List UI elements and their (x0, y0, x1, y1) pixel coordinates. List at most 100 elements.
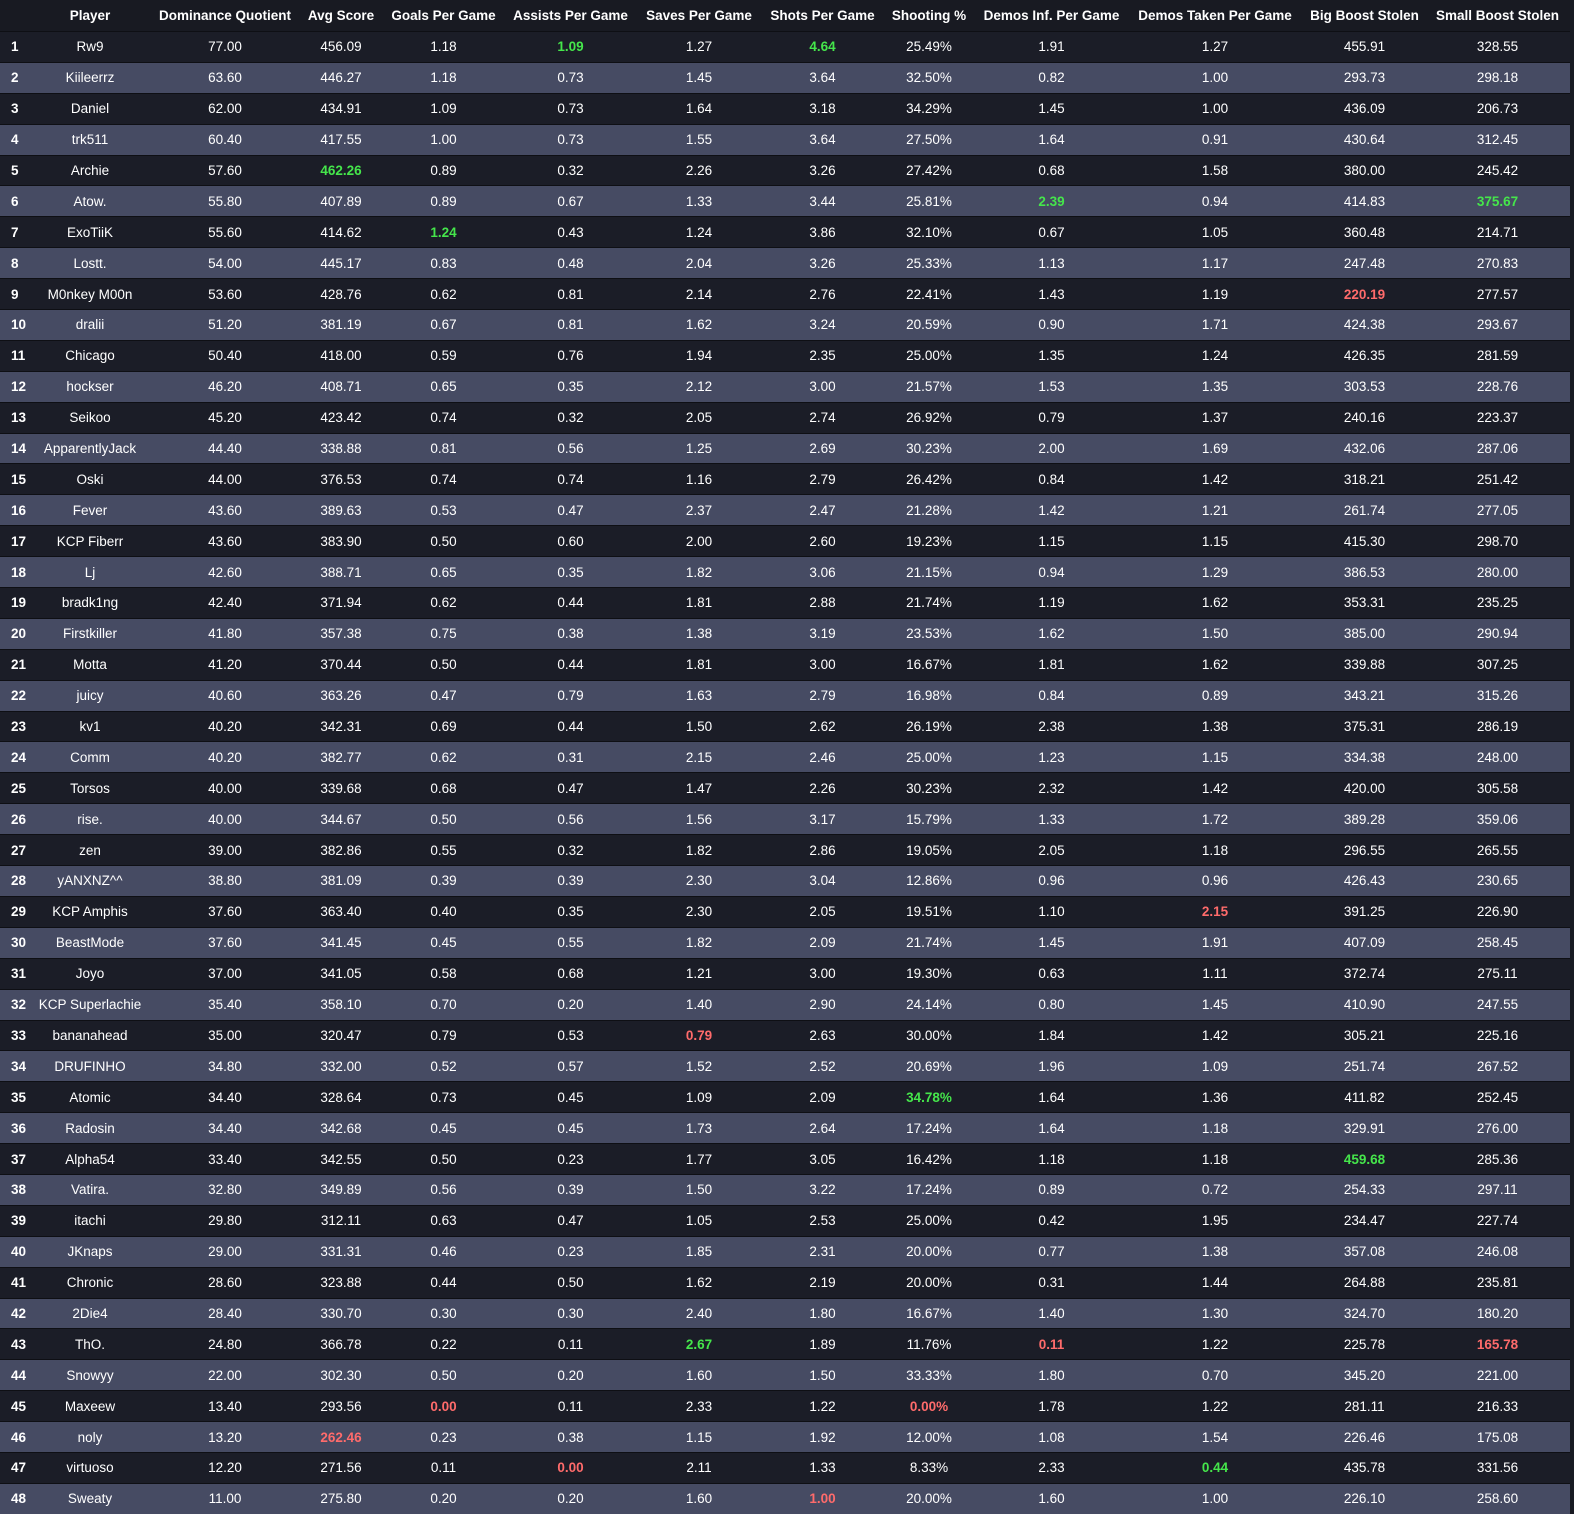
cell-small-boost-stolen: 247.55 (1425, 988, 1570, 1020)
cell-saves-per-game: 1.81 (634, 587, 764, 619)
cell-dominance-quotient: 33.40 (148, 1143, 302, 1175)
column-header-goals-per-game[interactable]: Goals Per Game (380, 0, 507, 32)
cell-saves-per-game: 2.15 (634, 741, 764, 773)
cell-demos-taken: 0.91 (1126, 123, 1304, 156)
cell-shots-per-game: 3.26 (764, 247, 881, 279)
cell-saves-per-game: 1.62 (634, 309, 764, 341)
cell-demos-inflicted: 0.67 (977, 216, 1126, 248)
cell-goals-per-game: 0.20 (380, 1482, 507, 1514)
cell-assists-per-game: 0.38 (507, 1421, 634, 1453)
cell-small-boost-stolen: 251.42 (1425, 463, 1570, 495)
cell-shots-per-game: 2.86 (764, 834, 881, 866)
cell-shots-per-game: 2.62 (764, 710, 881, 742)
cell-small-boost-stolen: 258.60 (1425, 1482, 1570, 1514)
table-row: 5 Archie 57.60 462.26 0.89 0.32 2.26 3.26 27.42%… (0, 154, 1570, 186)
cell-shooting-pct: 26.42% (881, 463, 977, 495)
cell-player: Kiileerrz (32, 61, 148, 94)
column-header-saves-per-game[interactable]: Saves Per Game (634, 0, 764, 32)
column-header-rank[interactable] (0, 0, 32, 32)
cell-dominance-quotient: 77.00 (148, 31, 302, 63)
cell-saves-per-game: 1.77 (634, 1143, 764, 1175)
cell-big-boost-stolen: 240.16 (1304, 401, 1425, 434)
cell-big-boost-stolen: 343.21 (1304, 679, 1425, 712)
cell-rank: 43 (0, 1328, 32, 1360)
table-row: 44 Snowyy 22.00 302.30 0.50 0.20 1.60 1.50 33.33… (0, 1359, 1570, 1391)
cell-player: BeastMode (32, 926, 148, 959)
column-header-shooting-pct[interactable]: Shooting % (881, 0, 977, 32)
cell-rank: 39 (0, 1204, 32, 1237)
cell-player: yANXNZ^^ (32, 865, 148, 897)
table-row: 9 M0nkey M00n 53.60 428.76 0.62 0.81 2.14 2.76 2… (0, 278, 1570, 310)
cell-dominance-quotient: 32.80 (148, 1173, 302, 1206)
cell-dominance-quotient: 42.40 (148, 587, 302, 619)
cell-assists-per-game: 0.20 (507, 1482, 634, 1514)
table-row: 31 Joyo 37.00 341.05 0.58 0.68 1.21 3.00 19.30% 0… (0, 957, 1570, 990)
cell-big-boost-stolen: 410.90 (1304, 988, 1425, 1020)
cell-dominance-quotient: 28.40 (148, 1297, 302, 1329)
cell-small-boost-stolen: 286.19 (1425, 710, 1570, 742)
cell-small-boost-stolen: 267.52 (1425, 1050, 1570, 1082)
cell-demos-inflicted: 1.78 (977, 1390, 1126, 1422)
cell-shooting-pct: 33.33% (881, 1359, 977, 1391)
cell-dominance-quotient: 40.00 (148, 772, 302, 804)
column-header-assists-per-game[interactable]: Assists Per Game (507, 0, 634, 32)
cell-big-boost-stolen: 426.35 (1304, 339, 1425, 372)
cell-small-boost-stolen: 331.56 (1425, 1451, 1570, 1484)
cell-demos-inflicted: 0.11 (977, 1328, 1126, 1360)
cell-assists-per-game: 0.43 (507, 216, 634, 248)
cell-shooting-pct: 20.69% (881, 1050, 977, 1082)
cell-goals-per-game: 0.65 (380, 556, 507, 588)
cell-dominance-quotient: 35.00 (148, 1019, 302, 1051)
table-row: 35 Atomic 34.40 328.64 0.73 0.45 1.09 2.09 34.78… (0, 1081, 1570, 1113)
cell-demos-inflicted: 1.62 (977, 617, 1126, 650)
cell-shooting-pct: 27.42% (881, 154, 977, 186)
cell-goals-per-game: 0.63 (380, 1204, 507, 1237)
cell-saves-per-game: 1.40 (634, 988, 764, 1020)
table-row: 22 juicy 40.60 363.26 0.47 0.79 1.63 2.79 16.98%… (0, 679, 1570, 712)
cell-assists-per-game: 0.50 (507, 1266, 634, 1299)
cell-big-boost-stolen: 303.53 (1304, 370, 1425, 403)
cell-goals-per-game: 0.65 (380, 370, 507, 403)
cell-small-boost-stolen: 277.57 (1425, 278, 1570, 310)
cell-player: Vatira. (32, 1173, 148, 1206)
cell-dominance-quotient: 34.40 (148, 1112, 302, 1144)
cell-avg-score: 382.86 (302, 834, 380, 866)
cell-rank: 19 (0, 587, 32, 619)
cell-rank: 18 (0, 556, 32, 588)
column-header-demos-taken[interactable]: Demos Taken Per Game (1126, 0, 1304, 32)
cell-small-boost-stolen: 297.11 (1425, 1173, 1570, 1206)
column-header-small-boost-stolen[interactable]: Small Boost Stolen (1425, 0, 1570, 32)
cell-assists-per-game: 0.44 (507, 587, 634, 619)
cell-demos-taken: 1.69 (1126, 432, 1304, 464)
cell-demos-inflicted: 0.77 (977, 1235, 1126, 1268)
cell-player: Alpha54 (32, 1143, 148, 1175)
cell-shooting-pct: 25.00% (881, 741, 977, 773)
cell-saves-per-game: 1.63 (634, 679, 764, 712)
table-row: 11 Chicago 50.40 418.00 0.59 0.76 1.94 2.35 25.0… (0, 339, 1570, 372)
cell-assists-per-game: 0.48 (507, 247, 634, 279)
cell-goals-per-game: 0.50 (380, 1359, 507, 1391)
cell-demos-inflicted: 1.64 (977, 1081, 1126, 1113)
cell-assists-per-game: 0.45 (507, 1081, 634, 1113)
cell-small-boost-stolen: 248.00 (1425, 741, 1570, 773)
cell-shooting-pct: 16.98% (881, 679, 977, 712)
cell-big-boost-stolen: 353.31 (1304, 587, 1425, 619)
cell-goals-per-game: 0.59 (380, 339, 507, 372)
cell-demos-taken: 0.70 (1126, 1359, 1304, 1391)
cell-player: Chicago (32, 339, 148, 372)
cell-dominance-quotient: 24.80 (148, 1328, 302, 1360)
cell-shots-per-game: 3.04 (764, 865, 881, 897)
cell-small-boost-stolen: 226.90 (1425, 895, 1570, 928)
table-row: 28 yANXNZ^^ 38.80 381.09 0.39 0.39 2.30 3.04 12.… (0, 865, 1570, 897)
table-row: 30 BeastMode 37.60 341.45 0.45 0.55 1.82 2.09 21… (0, 926, 1570, 959)
cell-shots-per-game: 2.09 (764, 926, 881, 959)
column-header-dominance-quotient[interactable]: Dominance Quotient (148, 0, 302, 32)
column-header-avg-score[interactable]: Avg Score (302, 0, 380, 32)
column-header-big-boost-stolen[interactable]: Big Boost Stolen (1304, 0, 1425, 32)
column-header-demos-inflicted[interactable]: Demos Inf. Per Game (977, 0, 1126, 32)
column-header-shots-per-game[interactable]: Shots Per Game (764, 0, 881, 32)
cell-saves-per-game: 1.21 (634, 957, 764, 990)
cell-big-boost-stolen: 386.53 (1304, 556, 1425, 588)
column-header-player[interactable]: Player (32, 0, 148, 32)
